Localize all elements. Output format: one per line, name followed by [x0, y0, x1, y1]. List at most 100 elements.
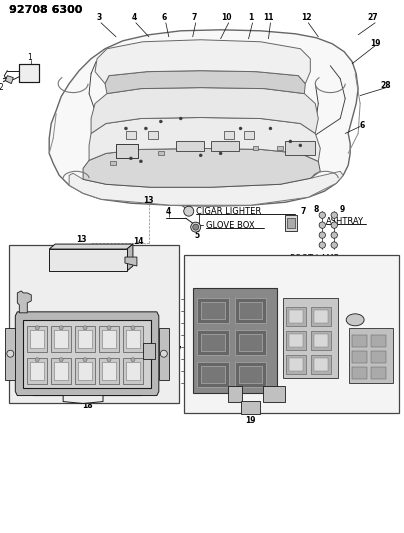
Text: 5: 5 — [194, 231, 199, 240]
Bar — [126, 362, 140, 379]
Circle shape — [319, 232, 326, 238]
Text: ASHTRAY: ASHTRAY — [326, 216, 364, 225]
Bar — [314, 358, 328, 370]
Bar — [235, 362, 267, 386]
Text: 6: 6 — [360, 121, 365, 130]
Bar — [143, 343, 155, 359]
Bar — [27, 358, 47, 384]
Bar — [197, 362, 229, 386]
Bar — [285, 215, 297, 231]
Bar — [201, 302, 225, 319]
Polygon shape — [83, 148, 320, 187]
Text: 9: 9 — [340, 205, 345, 214]
Bar — [235, 330, 267, 354]
Bar — [51, 326, 71, 352]
Text: 7: 7 — [300, 207, 306, 216]
Circle shape — [160, 350, 167, 357]
Bar — [123, 358, 143, 384]
Text: 23: 23 — [196, 259, 206, 268]
Text: 17: 17 — [171, 346, 181, 355]
Bar — [126, 330, 140, 348]
Circle shape — [179, 117, 182, 120]
Polygon shape — [5, 328, 15, 379]
Text: 24: 24 — [273, 404, 284, 413]
Bar — [278, 147, 284, 150]
Circle shape — [35, 358, 39, 362]
Bar — [99, 326, 119, 352]
Circle shape — [319, 212, 326, 219]
Bar — [244, 132, 254, 140]
Circle shape — [159, 120, 162, 123]
Circle shape — [331, 212, 337, 219]
Circle shape — [83, 358, 87, 362]
Text: 28: 28 — [381, 81, 391, 90]
Text: 16: 16 — [9, 280, 19, 289]
Text: 13: 13 — [143, 196, 154, 205]
Text: CIGAR LIGHTER: CIGAR LIGHTER — [196, 207, 261, 216]
Text: 1: 1 — [248, 13, 253, 22]
Bar — [99, 358, 119, 384]
Circle shape — [129, 157, 133, 160]
Circle shape — [107, 358, 111, 362]
Text: 26: 26 — [365, 383, 375, 392]
Bar — [116, 144, 138, 158]
Polygon shape — [89, 117, 320, 161]
Polygon shape — [15, 312, 159, 395]
Bar — [223, 132, 234, 140]
Bar — [30, 330, 44, 348]
Polygon shape — [125, 257, 137, 266]
Bar — [201, 366, 225, 383]
Polygon shape — [91, 87, 318, 133]
Text: 14: 14 — [134, 237, 144, 246]
Bar — [158, 151, 164, 156]
Text: 18: 18 — [82, 401, 93, 410]
Bar — [286, 354, 306, 374]
Circle shape — [131, 326, 135, 330]
Bar — [51, 358, 71, 384]
Bar — [287, 218, 295, 228]
Circle shape — [139, 160, 142, 163]
Bar — [201, 334, 225, 351]
Bar — [75, 326, 95, 352]
Text: 11: 11 — [263, 13, 274, 22]
Bar — [238, 334, 263, 351]
Bar — [371, 351, 386, 362]
Text: 10: 10 — [221, 13, 232, 22]
Bar — [19, 63, 39, 82]
Text: FOOT LAMP: FOOT LAMP — [290, 254, 339, 263]
Text: 6: 6 — [161, 13, 166, 22]
Polygon shape — [105, 71, 305, 94]
Text: 13: 13 — [76, 235, 86, 244]
Circle shape — [144, 127, 147, 130]
Circle shape — [191, 222, 201, 232]
Bar — [238, 302, 263, 319]
Bar — [123, 326, 143, 352]
Bar — [54, 330, 68, 348]
Bar — [126, 132, 136, 140]
Text: 21: 21 — [290, 378, 301, 387]
Circle shape — [59, 358, 63, 362]
Circle shape — [289, 140, 292, 143]
Bar — [210, 141, 238, 151]
Polygon shape — [49, 244, 133, 249]
Bar — [49, 249, 127, 271]
Circle shape — [107, 326, 111, 330]
Circle shape — [219, 152, 222, 155]
Circle shape — [199, 154, 202, 157]
Bar — [349, 328, 393, 383]
Bar — [352, 367, 367, 378]
Bar — [289, 310, 303, 323]
Circle shape — [131, 358, 135, 362]
Polygon shape — [159, 328, 169, 379]
Bar — [311, 354, 331, 374]
Bar — [289, 334, 303, 347]
Bar — [285, 141, 315, 156]
Polygon shape — [69, 171, 343, 205]
Bar — [227, 385, 242, 401]
Circle shape — [319, 242, 326, 248]
Bar — [311, 331, 331, 350]
Text: GLOVE BOX: GLOVE BOX — [206, 221, 254, 230]
Text: 8: 8 — [314, 205, 319, 214]
Bar — [102, 330, 116, 348]
Bar — [184, 255, 399, 413]
